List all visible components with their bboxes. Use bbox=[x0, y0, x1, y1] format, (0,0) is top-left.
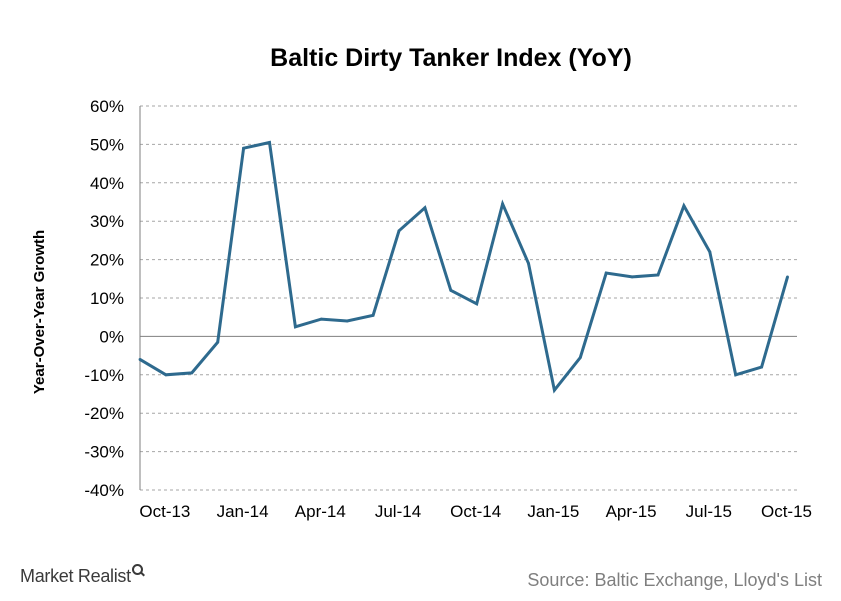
data-point bbox=[682, 204, 686, 208]
y-tick-label: 20% bbox=[90, 251, 124, 270]
y-tick-label: 10% bbox=[90, 289, 124, 308]
data-point bbox=[578, 356, 582, 359]
data-point bbox=[268, 141, 271, 144]
x-tick-label: Apr-14 bbox=[295, 502, 346, 521]
magnifier-icon bbox=[131, 564, 144, 576]
data-point bbox=[656, 273, 660, 277]
y-tick-label: -40% bbox=[84, 481, 124, 500]
data-point bbox=[216, 340, 220, 344]
x-tick-label: Jan-15 bbox=[527, 502, 579, 521]
x-tick-label: Oct-13 bbox=[139, 502, 190, 521]
y-tick-label: 60% bbox=[90, 97, 124, 116]
y-tick-label: 50% bbox=[90, 135, 124, 154]
y-axis-tick-labels: 60% 50% 40% 30% 20% 10% 0% -10% -20% -30% -40% bbox=[84, 97, 124, 500]
data-point bbox=[760, 365, 763, 369]
data-point bbox=[708, 250, 712, 254]
data-point bbox=[630, 275, 634, 279]
y-tick-label: -10% bbox=[84, 366, 124, 385]
data-point bbox=[786, 275, 789, 279]
data-point bbox=[164, 373, 168, 377]
x-tick-label: Oct-15 bbox=[761, 502, 812, 521]
series-line bbox=[139, 140, 789, 394]
x-tick-label: Jul-14 bbox=[375, 502, 421, 521]
logo-text: Market Realist bbox=[20, 566, 131, 586]
data-point bbox=[190, 371, 194, 375]
market-realist-logo: Market Realist bbox=[20, 564, 144, 587]
data-point bbox=[242, 146, 246, 150]
data-point bbox=[138, 358, 142, 361]
data-point bbox=[423, 206, 427, 210]
data-point bbox=[527, 262, 530, 265]
y-tick-label: -20% bbox=[84, 404, 124, 423]
data-point bbox=[734, 373, 738, 377]
y-tick-label: 0% bbox=[99, 327, 124, 346]
data-point bbox=[501, 202, 504, 206]
data-point bbox=[553, 388, 556, 392]
chart-title: Baltic Dirty Tanker Index (YoY) bbox=[270, 44, 632, 72]
data-point bbox=[397, 229, 401, 233]
data-point bbox=[604, 271, 608, 275]
x-tick-label: Jul-15 bbox=[686, 502, 732, 521]
data-point bbox=[345, 319, 349, 323]
y-tick-label: 40% bbox=[90, 174, 124, 193]
y-tick-label: -30% bbox=[84, 443, 124, 462]
x-axis-tick-labels: Oct-13 Jan-14 Apr-14 Jul-14 Oct-14 Jan-15 Apr-… bbox=[139, 502, 812, 521]
series-layer bbox=[138, 140, 789, 394]
data-point bbox=[371, 313, 375, 317]
y-tick-label: 30% bbox=[90, 212, 124, 231]
data-point bbox=[319, 317, 323, 321]
data-point bbox=[294, 325, 297, 329]
x-tick-label: Oct-14 bbox=[450, 502, 501, 521]
source-note: Source: Baltic Exchange, Lloyd's List bbox=[527, 570, 822, 590]
data-point bbox=[449, 288, 453, 292]
grid-lines bbox=[139, 105, 797, 491]
data-point bbox=[475, 302, 479, 306]
y-axis-label: Year-Over-Year Growth bbox=[31, 230, 48, 394]
x-tick-label: Jan-14 bbox=[217, 502, 269, 521]
x-tick-label: Apr-15 bbox=[606, 502, 657, 521]
